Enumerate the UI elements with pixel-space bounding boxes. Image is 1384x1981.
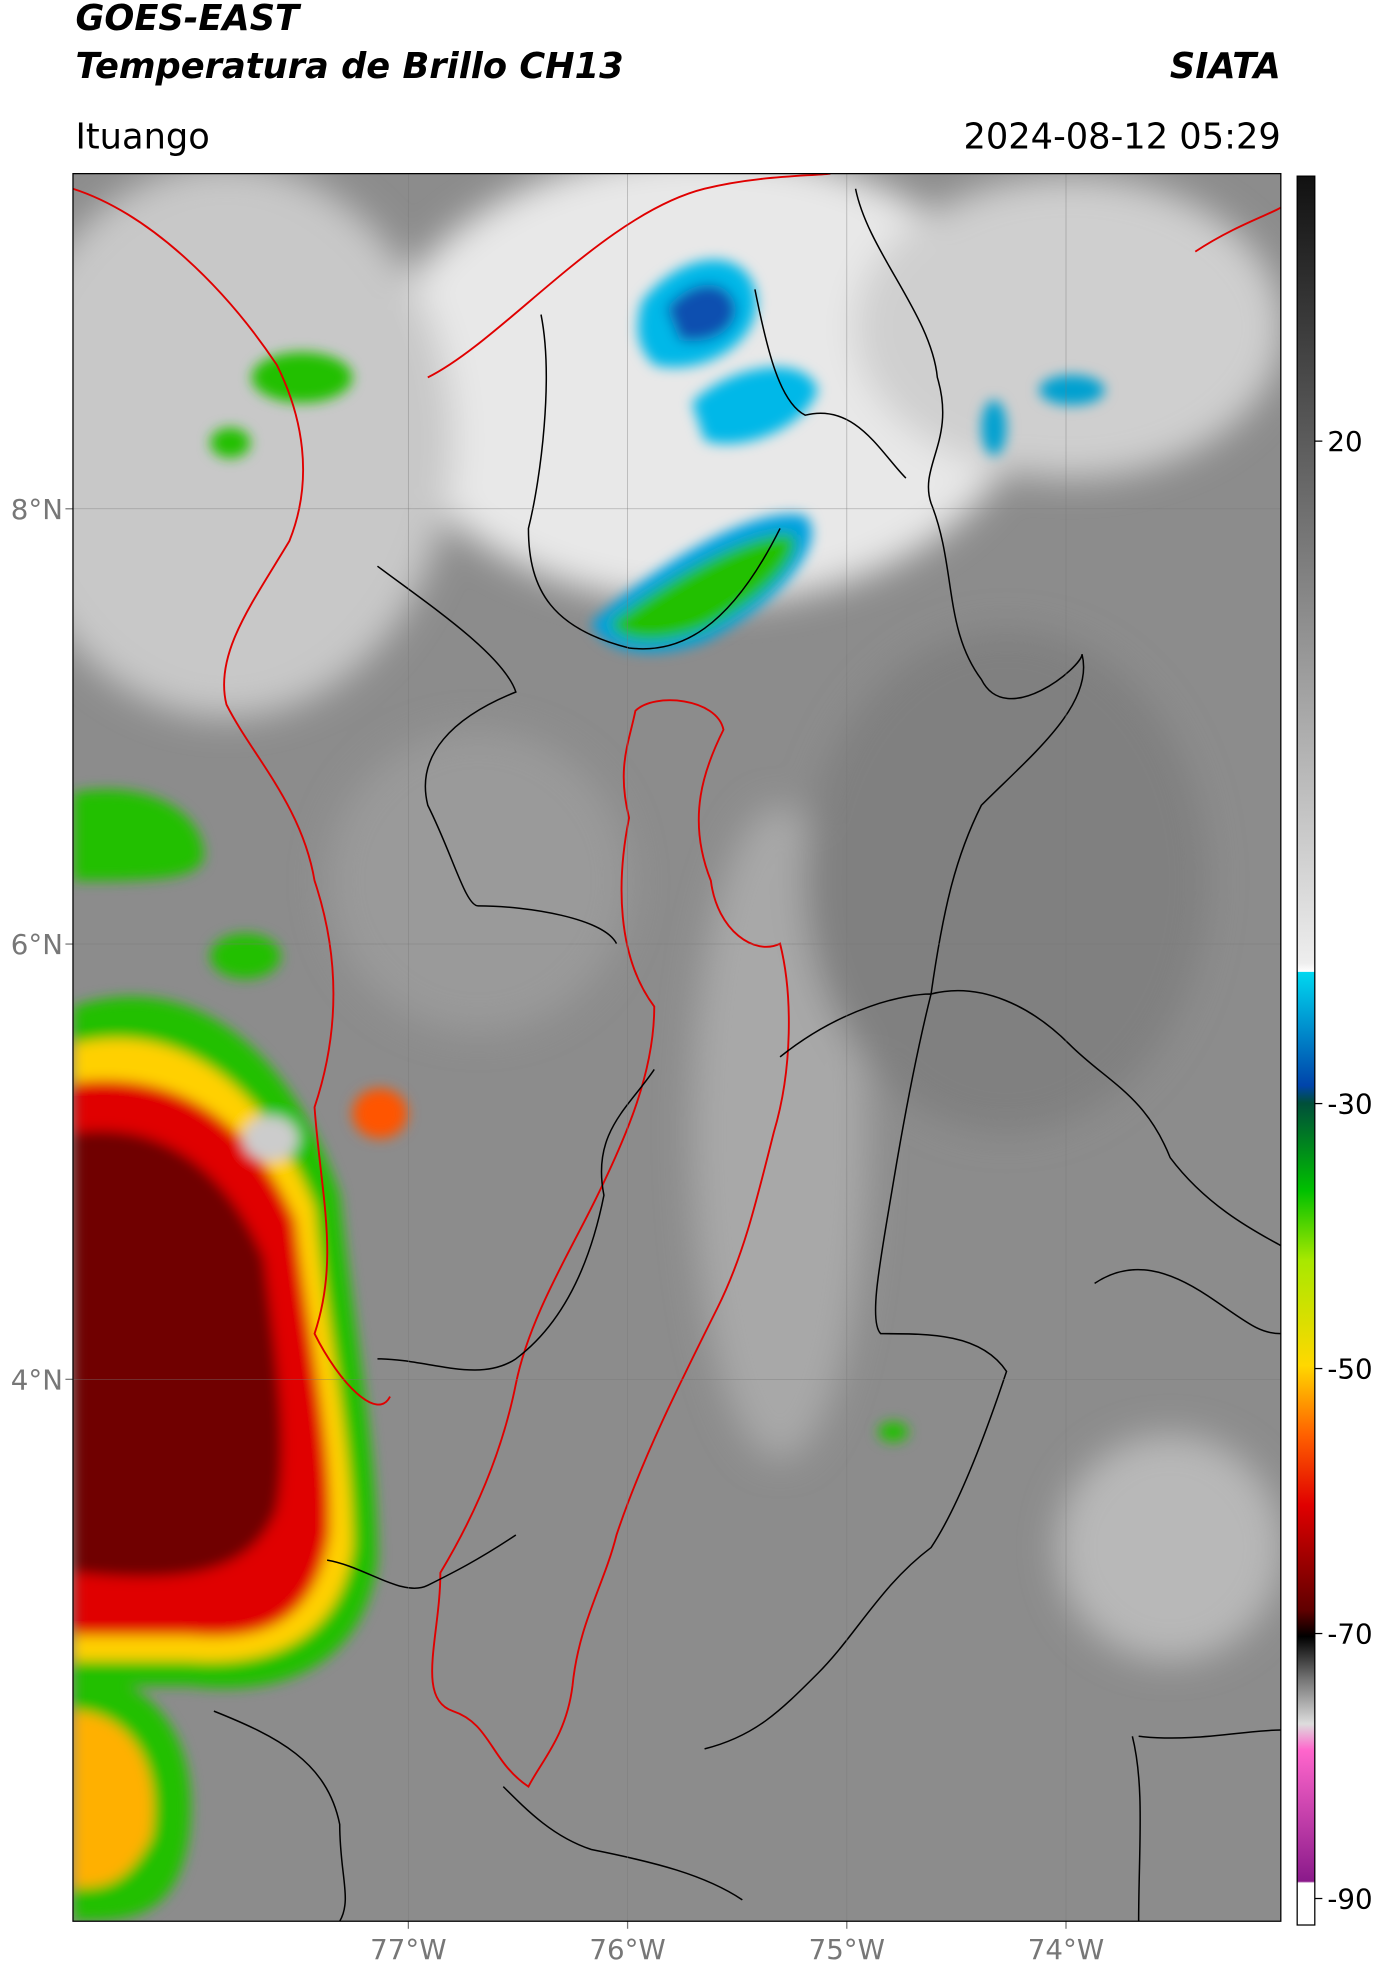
timestamp: 2024-08-12 05:29 <box>963 116 1280 157</box>
colorbar-tick-label: -30 <box>1327 1088 1372 1121</box>
title: GOES-EAST <box>75 0 302 39</box>
source: SIATA <box>1170 46 1281 87</box>
y-tick-label: 4°N <box>11 1363 63 1396</box>
y-tick-label: 6°N <box>11 928 63 961</box>
x-tick-label: 74°W <box>1028 1933 1104 1966</box>
colorbar <box>1296 175 1316 1926</box>
y-tick-label: 8°N <box>11 493 63 526</box>
location: Ituango <box>75 116 209 157</box>
subtitle: Temperatura de Brillo CH13 <box>75 46 623 87</box>
colorbar-tick-label: -90 <box>1327 1883 1372 1916</box>
x-tick-label: 75°W <box>809 1933 885 1966</box>
colorbar-tick-label: -70 <box>1327 1618 1372 1651</box>
grid: 77°W 76°W 75°W 74°W 8°N 6°N 4°N <box>11 173 1281 1966</box>
colorbar-tick-label: 20 <box>1327 425 1362 458</box>
x-tick-label: 76°W <box>589 1933 665 1966</box>
x-tick-label: 77°W <box>370 1933 446 1966</box>
colorbar-tick-label: -50 <box>1327 1353 1372 1386</box>
satellite-image <box>72 173 1281 1922</box>
map-frame <box>72 172 1282 1922</box>
colorbar-ticks: 20 -30 -50 -70 -90 <box>1314 425 1373 1916</box>
